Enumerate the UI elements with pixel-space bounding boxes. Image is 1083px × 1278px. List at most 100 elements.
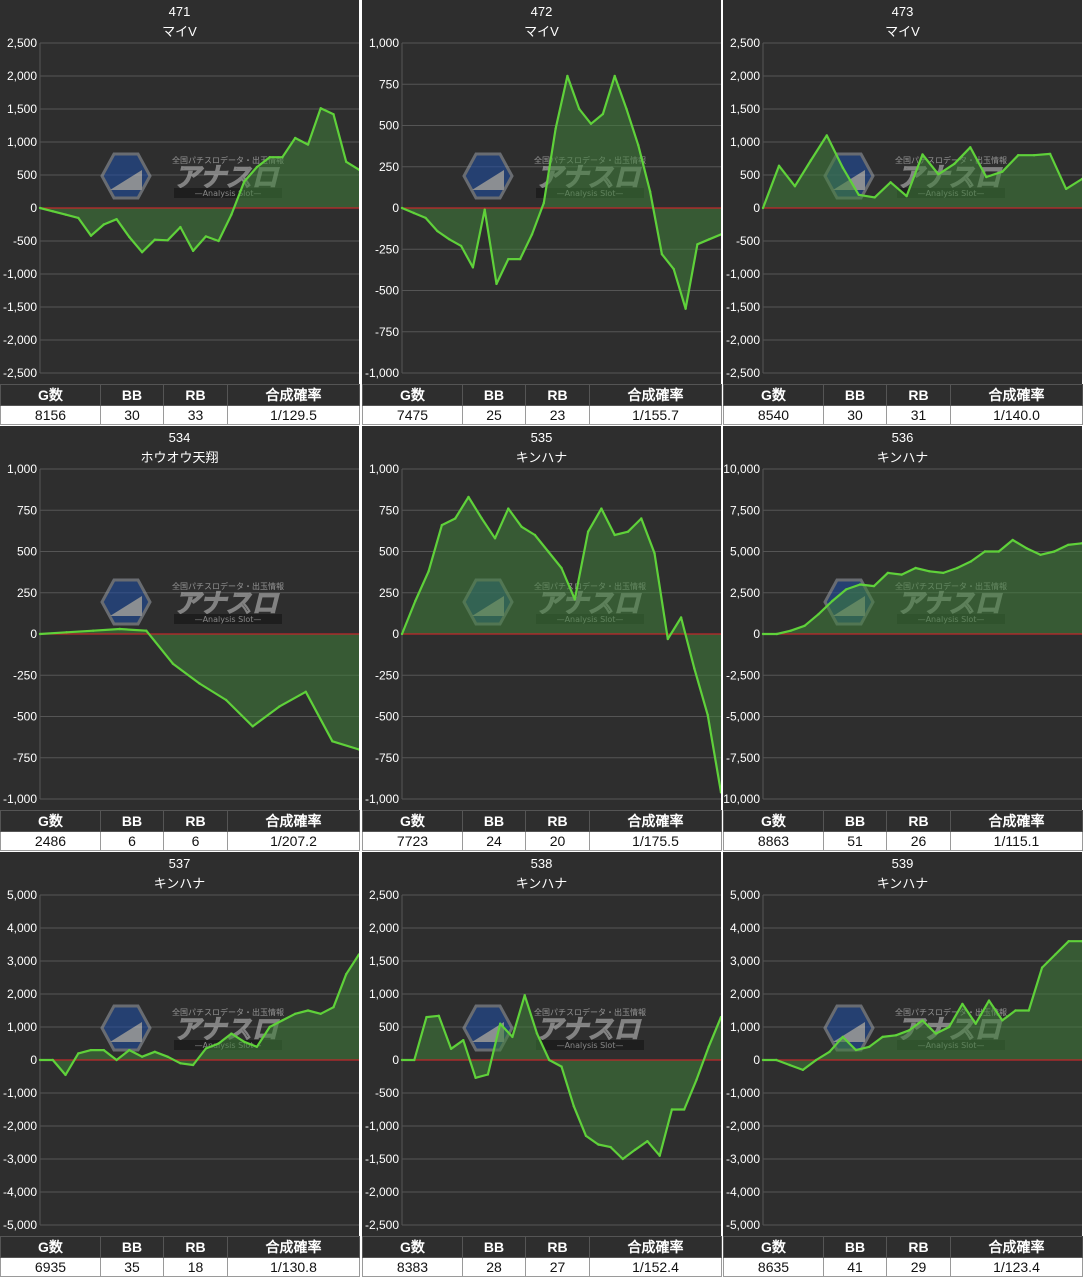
data-point	[693, 667, 696, 670]
data-point	[64, 213, 67, 216]
rb-value: 29	[886, 1257, 951, 1277]
data-point	[243, 1040, 246, 1043]
y-tick-label: -3,000	[3, 1152, 37, 1166]
y-tick-label: -1,500	[726, 300, 760, 314]
rb-value: 26	[886, 831, 951, 851]
games-header: G数	[362, 384, 463, 406]
data-point	[707, 1045, 710, 1048]
bb-header: BB	[462, 810, 526, 832]
data-point	[584, 1134, 588, 1138]
machine-name: キンハナ	[153, 876, 206, 891]
data-point	[204, 1047, 208, 1050]
data-point	[38, 1058, 42, 1062]
data-point	[424, 216, 427, 220]
games-header: G数	[362, 1236, 463, 1258]
bb-header: BB	[823, 1236, 887, 1258]
chart-area: 2,500 2,000 1,500 1,000 500 0 -500 -1,000 -1,500…	[0, 0, 359, 384]
games-header: G数	[723, 384, 824, 406]
data-point	[1040, 966, 1044, 969]
data-point	[997, 550, 1000, 553]
data-point	[191, 1063, 195, 1067]
stats-table: G数 BB RB 合成確率 6935 35 18 1/130.8	[0, 1236, 360, 1277]
series-line	[39, 107, 359, 254]
data-point	[102, 223, 106, 226]
rb-value: 27	[525, 1257, 590, 1277]
machine-number: 536	[891, 430, 914, 445]
y-tick-label: 0	[30, 1053, 37, 1067]
y-tick-label: 500	[379, 119, 399, 133]
machine-number: 473	[891, 4, 914, 19]
data-point	[462, 1039, 465, 1042]
svg-text:全国パチスロデータ・出玉情報: 全国パチスロデータ・出玉情報	[895, 1007, 1007, 1017]
series-line	[40, 953, 359, 1076]
data-point	[77, 216, 80, 220]
rb-value: 20	[525, 831, 590, 851]
y-tick-label: 0	[30, 201, 37, 215]
y-tick-label: 5,000	[7, 888, 37, 902]
y-tick-label: -500	[375, 710, 399, 724]
prob-header: 合成確率	[227, 384, 360, 406]
y-tick-label: 500	[379, 545, 399, 559]
y-tick-label: 1,000	[369, 462, 399, 476]
games-header: G数	[723, 1236, 824, 1258]
prob-header: 合成確率	[227, 810, 360, 832]
y-tick-label: 7,500	[730, 503, 760, 517]
bb-value: 24	[462, 831, 526, 851]
data-point	[523, 994, 526, 997]
svg-text:—Analysis Slot—: —Analysis Slot—	[557, 1041, 624, 1050]
prob-value: 1/129.5	[227, 405, 360, 425]
chart-svg: 2,500 2,000 1,500 1,000 500 0 -500 -1,000 -1,500…	[3, 36, 359, 380]
prob-header: 合成確率	[589, 810, 722, 832]
machine-panel-472: 1,0007505002500-250-500-750-1,000全国パチスロデ…	[362, 0, 722, 425]
svg-text:全国パチスロデータ・出玉情報: 全国パチスロデータ・出玉情報	[172, 581, 284, 591]
bb-value: 30	[823, 405, 887, 425]
y-tick-label: -750	[13, 751, 37, 765]
data-point	[761, 1058, 765, 1062]
chart-svg: 10,000 7,500 5,000 2,500 0 -2,500 -5,000 -7,500…	[723, 462, 1082, 806]
y-tick-label: 500	[17, 168, 37, 182]
data-point	[801, 1068, 805, 1072]
y-tick-label: -2,500	[726, 668, 760, 682]
series-area	[763, 540, 1082, 634]
rb-header: RB	[886, 384, 951, 406]
data-point	[597, 1143, 600, 1146]
prob-value: 1/123.4	[950, 1257, 1083, 1277]
data-point	[601, 112, 605, 116]
data-point	[217, 1042, 220, 1045]
data-point	[533, 533, 537, 537]
data-point	[868, 1045, 871, 1048]
data-point	[51, 210, 54, 213]
data-point	[153, 238, 156, 241]
data-point	[775, 632, 779, 636]
machine-panel-539: 5,000 4,000 3,000 2,000 1,000 0 -1,000 -2,000 -3…	[723, 852, 1083, 1277]
machine-name: マイV	[524, 24, 559, 39]
y-tick-label: 2,000	[730, 69, 760, 83]
series-area	[763, 135, 1082, 208]
y-tick-label: 0	[30, 627, 37, 641]
games-value: 7475	[362, 405, 463, 425]
data-point	[493, 537, 497, 540]
data-point	[1025, 547, 1028, 550]
data-point	[166, 239, 169, 242]
stats-table: G数 BB RB 合成確率 7475 25 23 1/155.7	[362, 384, 722, 425]
y-tick-label: 750	[379, 77, 399, 91]
prob-value: 1/175.5	[589, 831, 722, 851]
data-point	[294, 136, 297, 140]
bb-header: BB	[462, 1236, 526, 1258]
rb-value: 31	[886, 405, 951, 425]
y-tick-label: -500	[13, 710, 37, 724]
machine-number: 538	[530, 856, 553, 871]
series-area	[402, 497, 721, 793]
data-point	[230, 1032, 233, 1035]
data-point	[908, 1029, 911, 1032]
y-tick-label: -750	[375, 325, 399, 339]
data-point	[449, 1047, 453, 1050]
bb-value: 28	[462, 1257, 526, 1277]
data-point	[400, 206, 404, 210]
bb-value: 35	[100, 1257, 164, 1277]
bb-value: 6	[100, 831, 164, 851]
prob-value: 1/207.2	[227, 831, 360, 851]
y-tick-label: -2,000	[365, 1185, 399, 1199]
y-tick-label: 2,500	[730, 586, 760, 600]
data-point	[803, 624, 806, 627]
